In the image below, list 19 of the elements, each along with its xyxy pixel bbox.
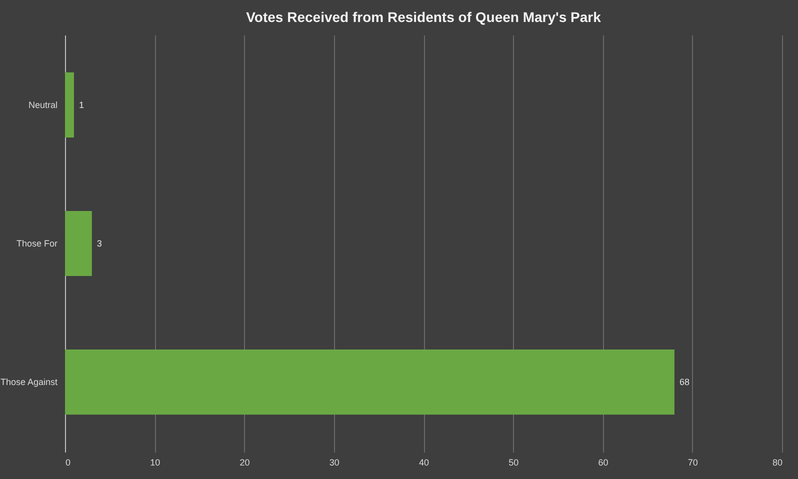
x-tick-label: 70 bbox=[688, 458, 698, 468]
x-tick-label: 60 bbox=[598, 458, 608, 468]
x-tick-label: 80 bbox=[772, 458, 782, 468]
x-tick-label: 0 bbox=[66, 458, 71, 468]
bar bbox=[65, 349, 674, 415]
y-tick-label: Those For bbox=[16, 238, 58, 248]
data-label: 3 bbox=[96, 238, 102, 248]
x-tick-label: 10 bbox=[150, 458, 160, 468]
x-tick-label: 50 bbox=[508, 458, 519, 468]
data-label: 1 bbox=[78, 100, 84, 110]
x-tick-label: 40 bbox=[418, 458, 430, 468]
chart-title: Votes Received from Residents of Queen Mary's Park bbox=[246, 9, 602, 25]
x-tick-label: 20 bbox=[240, 458, 250, 468]
y-tick-label: Those Against bbox=[0, 377, 58, 388]
data-label: 68 bbox=[679, 377, 690, 388]
bar bbox=[65, 72, 74, 138]
bar bbox=[65, 210, 92, 276]
y-tick-label: Neutral bbox=[28, 100, 58, 110]
x-tick-label: 30 bbox=[329, 458, 340, 468]
